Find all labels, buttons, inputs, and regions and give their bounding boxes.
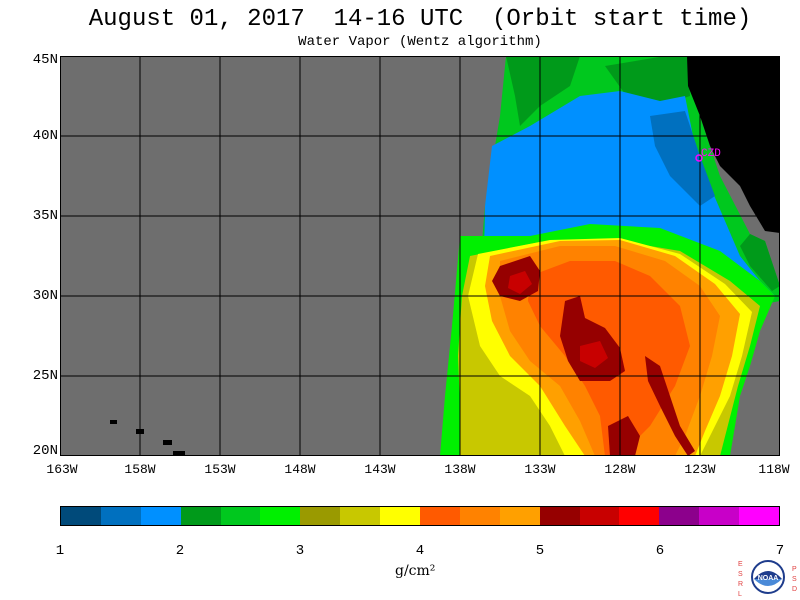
colorbar-tick-1: 1 [55, 543, 65, 559]
lon-label-143w: 143W [364, 462, 396, 477]
island-kauai [110, 420, 117, 424]
station-dot [695, 154, 703, 162]
lat-lon-grid [60, 56, 780, 456]
lon-label-128w: 128W [604, 462, 636, 477]
svg-text:L: L [738, 591, 742, 598]
map-title: August 01, 2017 14-16 UTC (Orbit start t… [88, 6, 752, 33]
water-vapor-swath [440, 56, 780, 456]
svg-text:R: R [738, 581, 743, 588]
colorbar [60, 506, 780, 526]
north-america-land [687, 56, 780, 233]
lat-label-45n: 45N [32, 52, 58, 68]
svg-text:E: E [738, 561, 743, 568]
colorbar-swatch [260, 507, 301, 525]
lat-label-25n: 25N [32, 368, 58, 384]
vapor-band-darkgreen-north [506, 56, 580, 126]
colorbar-swatch [100, 507, 141, 525]
colorbar-swatch [459, 507, 500, 525]
colorbar-swatch [61, 507, 101, 525]
vapor-band-darkgreen-coast [740, 234, 780, 291]
colorbar-swatch [420, 507, 460, 525]
svg-text:S: S [738, 571, 743, 578]
station-marker: CZD [695, 148, 721, 162]
island-hawaii [173, 451, 185, 456]
vapor-core-north-center [508, 271, 532, 294]
lon-label-138w: 138W [444, 462, 476, 477]
vapor-streak-south [608, 416, 640, 456]
colorbar-swatch [140, 507, 181, 525]
colorbar-swatch [300, 507, 341, 525]
colorbar-swatch [739, 507, 780, 525]
colorbar-swatch [180, 507, 221, 525]
colorbar-swatch [499, 507, 540, 525]
lat-label-20n: 20N [32, 443, 58, 459]
station-label: CZD [701, 148, 721, 160]
vapor-core-south [560, 296, 625, 381]
lon-label-148w: 148W [284, 462, 316, 477]
colorbar-swatch [539, 507, 580, 525]
svg-text:S: S [792, 576, 797, 583]
noaa-logo: E S R L NOAA P S D [738, 560, 797, 598]
colorbar-tick-6: 6 [655, 543, 665, 559]
vapor-band-darkblue [650, 111, 715, 206]
noaa-logo-text: NOAA [758, 575, 779, 582]
lon-label-133w: 133W [524, 462, 556, 477]
island-maui [163, 440, 172, 445]
colorbar-swatch [619, 507, 660, 525]
vapor-streak-east [645, 356, 695, 456]
water-vapor-map: CZD [60, 56, 780, 456]
lat-label-40n: 40N [32, 128, 58, 144]
colorbar-swatch [220, 507, 261, 525]
svg-text:P: P [792, 566, 797, 573]
map-subtitle: Water Vapor (Wentz algorithm) [298, 34, 542, 50]
lon-label-153w: 153W [204, 462, 236, 477]
lon-label-158w: 158W [124, 462, 156, 477]
colorbar-swatch [659, 507, 700, 525]
esrl-letters: E S R L [738, 561, 743, 598]
colorbar-swatch [380, 507, 421, 525]
lon-label-123w: 123W [684, 462, 716, 477]
lat-label-35n: 35N [32, 208, 58, 224]
colorbar-unit: g/cm² [395, 563, 436, 579]
lon-label-118w: 118W [758, 462, 790, 477]
svg-text:D: D [792, 586, 797, 593]
colorbar-tick-5: 5 [535, 543, 545, 559]
lon-label-163w: 163W [46, 462, 78, 477]
colorbar-swatch [340, 507, 381, 525]
lat-label-30n: 30N [32, 288, 58, 304]
colorbar-swatch [579, 507, 620, 525]
vapor-core-south-center [580, 341, 608, 368]
colorbar-tick-7: 7 [775, 543, 785, 559]
colorbar-tick-2: 2 [175, 543, 185, 559]
colorbar-swatch [699, 507, 740, 525]
colorbar-tick-4: 4 [415, 543, 425, 559]
psd-letters: P S D [792, 566, 797, 593]
colorbar-tick-3: 3 [295, 543, 305, 559]
